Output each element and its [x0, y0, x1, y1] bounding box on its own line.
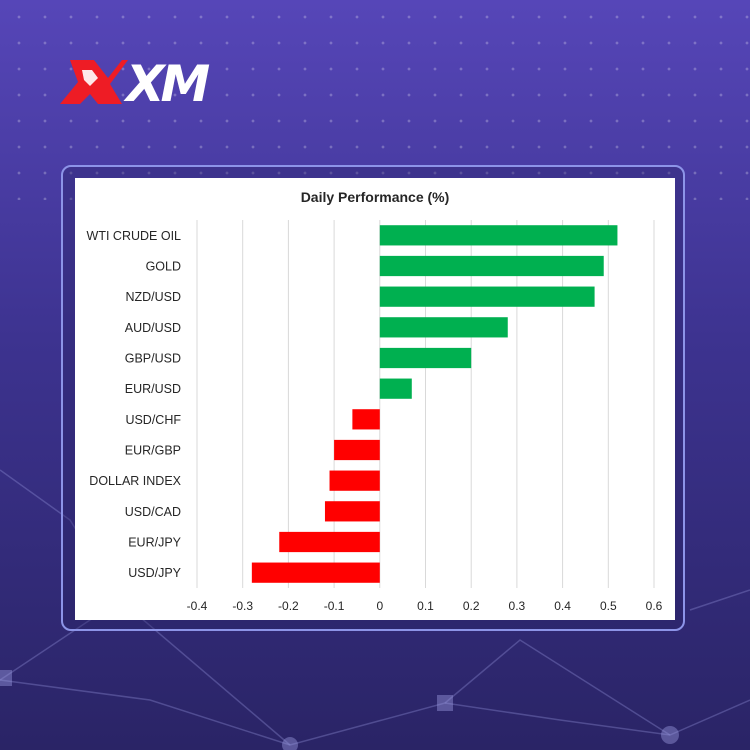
bar — [352, 409, 380, 430]
x-tick-label: -0.3 — [232, 599, 253, 613]
xm-logo: XM — [60, 56, 240, 112]
x-tick-label: 0.6 — [646, 599, 663, 613]
bar — [324, 501, 380, 522]
category-label: AUD/USD — [125, 321, 181, 335]
bar — [279, 531, 380, 553]
x-tick-label: 0 — [376, 599, 383, 613]
bar — [379, 286, 595, 307]
chart-title: Daily Performance (%) — [300, 189, 450, 205]
category-label: WTI CRUDE OIL — [87, 229, 181, 243]
xm-logo-mark-icon — [60, 60, 128, 104]
x-tick-label: 0.1 — [417, 599, 434, 613]
category-label: EUR/GBP — [125, 444, 181, 458]
bar — [329, 470, 380, 491]
bar — [334, 439, 380, 461]
x-tick-label: 0.3 — [509, 599, 526, 613]
category-label: USD/CHF — [125, 413, 181, 427]
bar — [251, 562, 380, 583]
category-label: NZD/USD — [125, 290, 181, 304]
bar — [379, 378, 412, 399]
category-label: GOLD — [146, 260, 181, 274]
x-tick-label: 0.5 — [600, 599, 617, 613]
category-label: EUR/USD — [125, 382, 181, 396]
category-label: GBP/USD — [125, 352, 181, 366]
chart-panel: Daily Performance (%) -0.4 -0.3 -0.2 -0.1 0 0… — [75, 178, 675, 620]
x-tick-label: 0.2 — [463, 599, 480, 613]
category-label: EUR/JPY — [128, 536, 181, 550]
bar — [379, 347, 472, 369]
bar-chart: -0.4 -0.3 -0.2 -0.1 0 0.1 0.2 0.3 0.4 0.5 0.6 WTI C… — [87, 220, 663, 613]
bar — [379, 317, 508, 338]
bar — [379, 255, 604, 277]
category-label: DOLLAR INDEX — [89, 474, 181, 488]
x-tick-label: -0.4 — [187, 599, 208, 613]
xm-logo-text: XM — [126, 55, 210, 113]
category-label: USD/CAD — [125, 505, 181, 519]
category-label: USD/JPY — [128, 566, 181, 580]
bar — [379, 225, 618, 246]
x-tick-label: -0.1 — [324, 599, 345, 613]
x-tick-label: -0.2 — [278, 599, 299, 613]
x-tick-label: 0.4 — [554, 599, 571, 613]
